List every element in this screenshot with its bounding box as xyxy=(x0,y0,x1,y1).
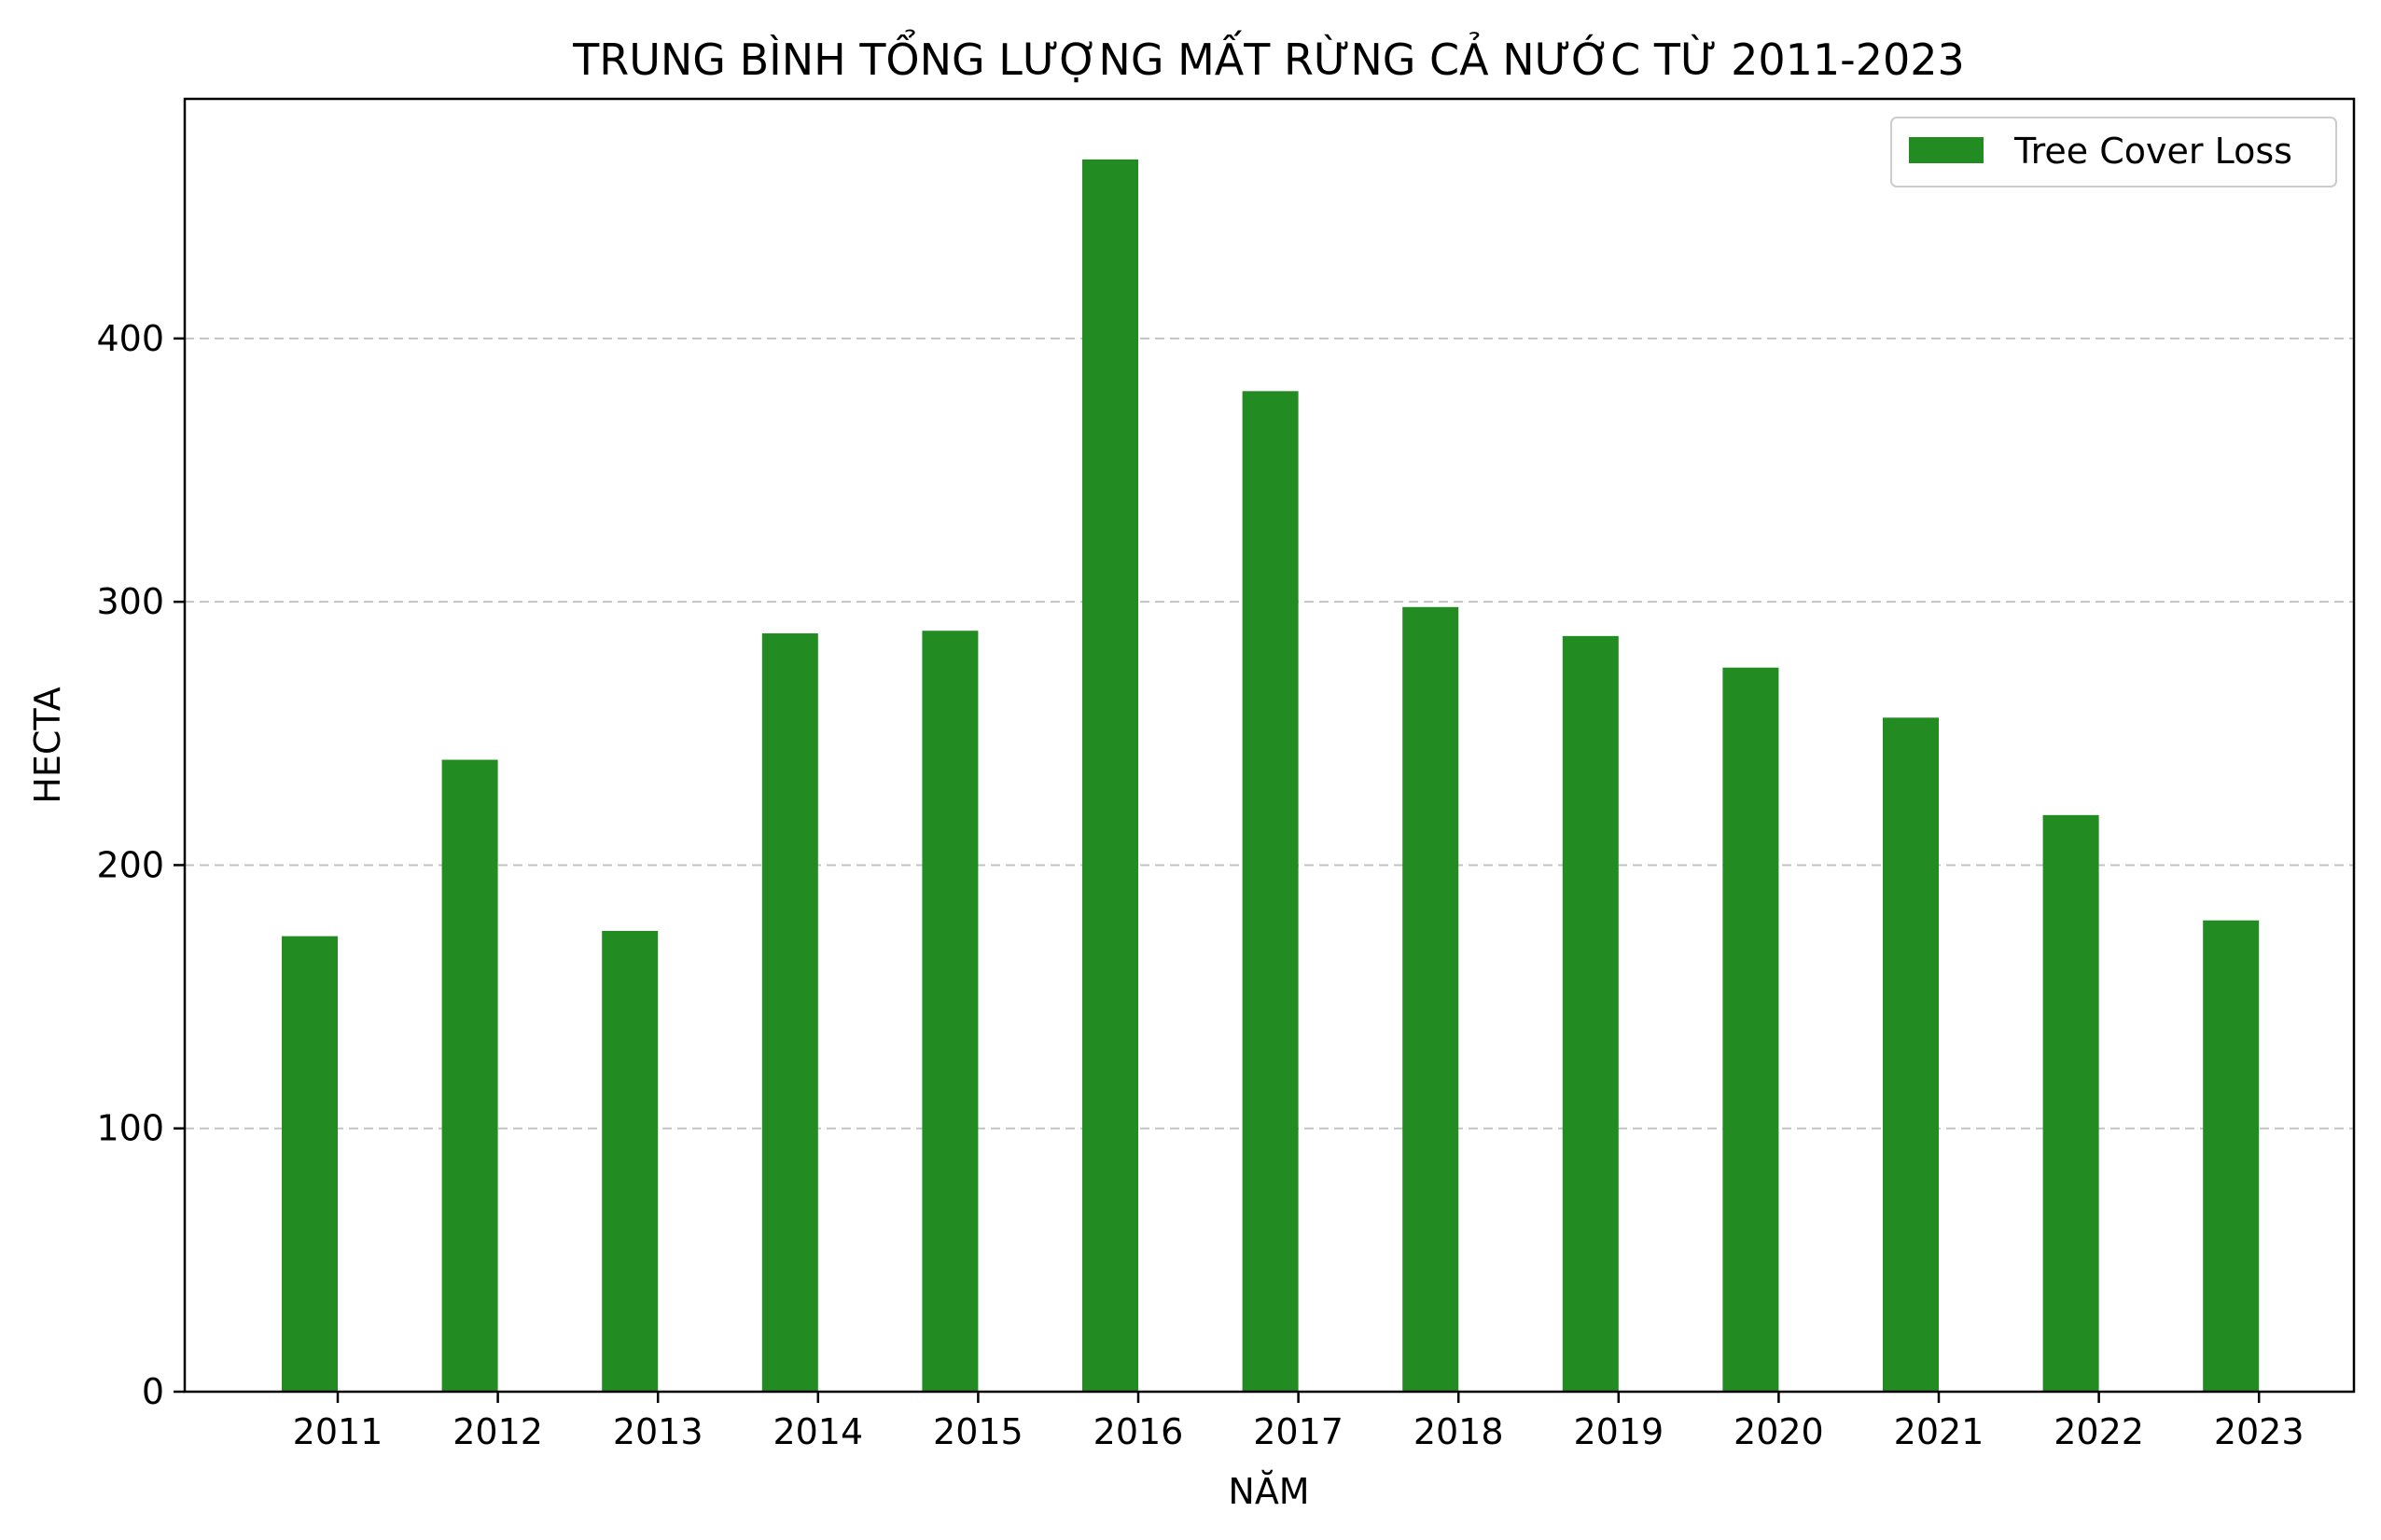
x-tick-label: 2022 xyxy=(2054,1411,2144,1452)
bar xyxy=(1883,717,1939,1392)
plot-area-frame xyxy=(183,97,2356,1394)
y-tick-label: 400 xyxy=(96,318,164,359)
bar xyxy=(1562,635,1619,1392)
x-tick-label: 2021 xyxy=(1894,1411,1984,1452)
bar xyxy=(441,759,498,1392)
x-tick-label: 2018 xyxy=(1413,1411,1504,1452)
legend-box xyxy=(1890,117,2337,187)
y-axis-label: HECTA xyxy=(27,687,68,803)
y-tick-label: 100 xyxy=(96,1108,164,1149)
bar xyxy=(602,931,659,1392)
bar-series xyxy=(282,159,2260,1392)
x-tick-label: 2011 xyxy=(293,1411,383,1452)
legend-label: Tree Cover Loss xyxy=(2013,131,2292,172)
chart-title: TRUNG BÌNH TỔNG LƯỢNG MẤT RỪNG CẢ NƯỚC T… xyxy=(572,29,1965,85)
x-tick-label: 2015 xyxy=(933,1411,1023,1452)
y-tick-label: 200 xyxy=(96,844,164,885)
bar xyxy=(2203,920,2260,1392)
bar xyxy=(1722,667,1779,1392)
legend-swatch xyxy=(1909,137,1984,163)
x-tick-label: 2019 xyxy=(1573,1411,1664,1452)
bar xyxy=(761,633,818,1392)
x-tick-label: 2014 xyxy=(773,1411,863,1452)
y-tick-label: 300 xyxy=(96,581,164,622)
bar xyxy=(1402,606,1459,1392)
x-tick-label: 2016 xyxy=(1093,1411,1184,1452)
bar xyxy=(282,936,338,1392)
grid-lines xyxy=(185,337,2354,1130)
y-axis-ticks: 0 100 200 300 400 xyxy=(96,318,185,1412)
x-tick-label: 2017 xyxy=(1253,1411,1344,1452)
bar xyxy=(922,631,979,1392)
x-tick-label: 2023 xyxy=(2214,1411,2304,1452)
x-tick-label: 2012 xyxy=(453,1411,543,1452)
y-tick-label: 0 xyxy=(142,1371,164,1412)
x-tick-label: 2013 xyxy=(613,1411,703,1452)
bar xyxy=(2042,814,2099,1392)
x-axis-label: NĂM xyxy=(1228,1470,1309,1512)
x-tick-label: 2020 xyxy=(1734,1411,1824,1452)
bar xyxy=(1242,391,1299,1392)
bar xyxy=(1082,159,1138,1392)
x-axis-ticks: 2011 2012 2013 2014 2015 2016 2017 2018 2019 2020… xyxy=(293,1392,2304,1452)
legend: Tree Cover Loss xyxy=(1890,117,2337,187)
